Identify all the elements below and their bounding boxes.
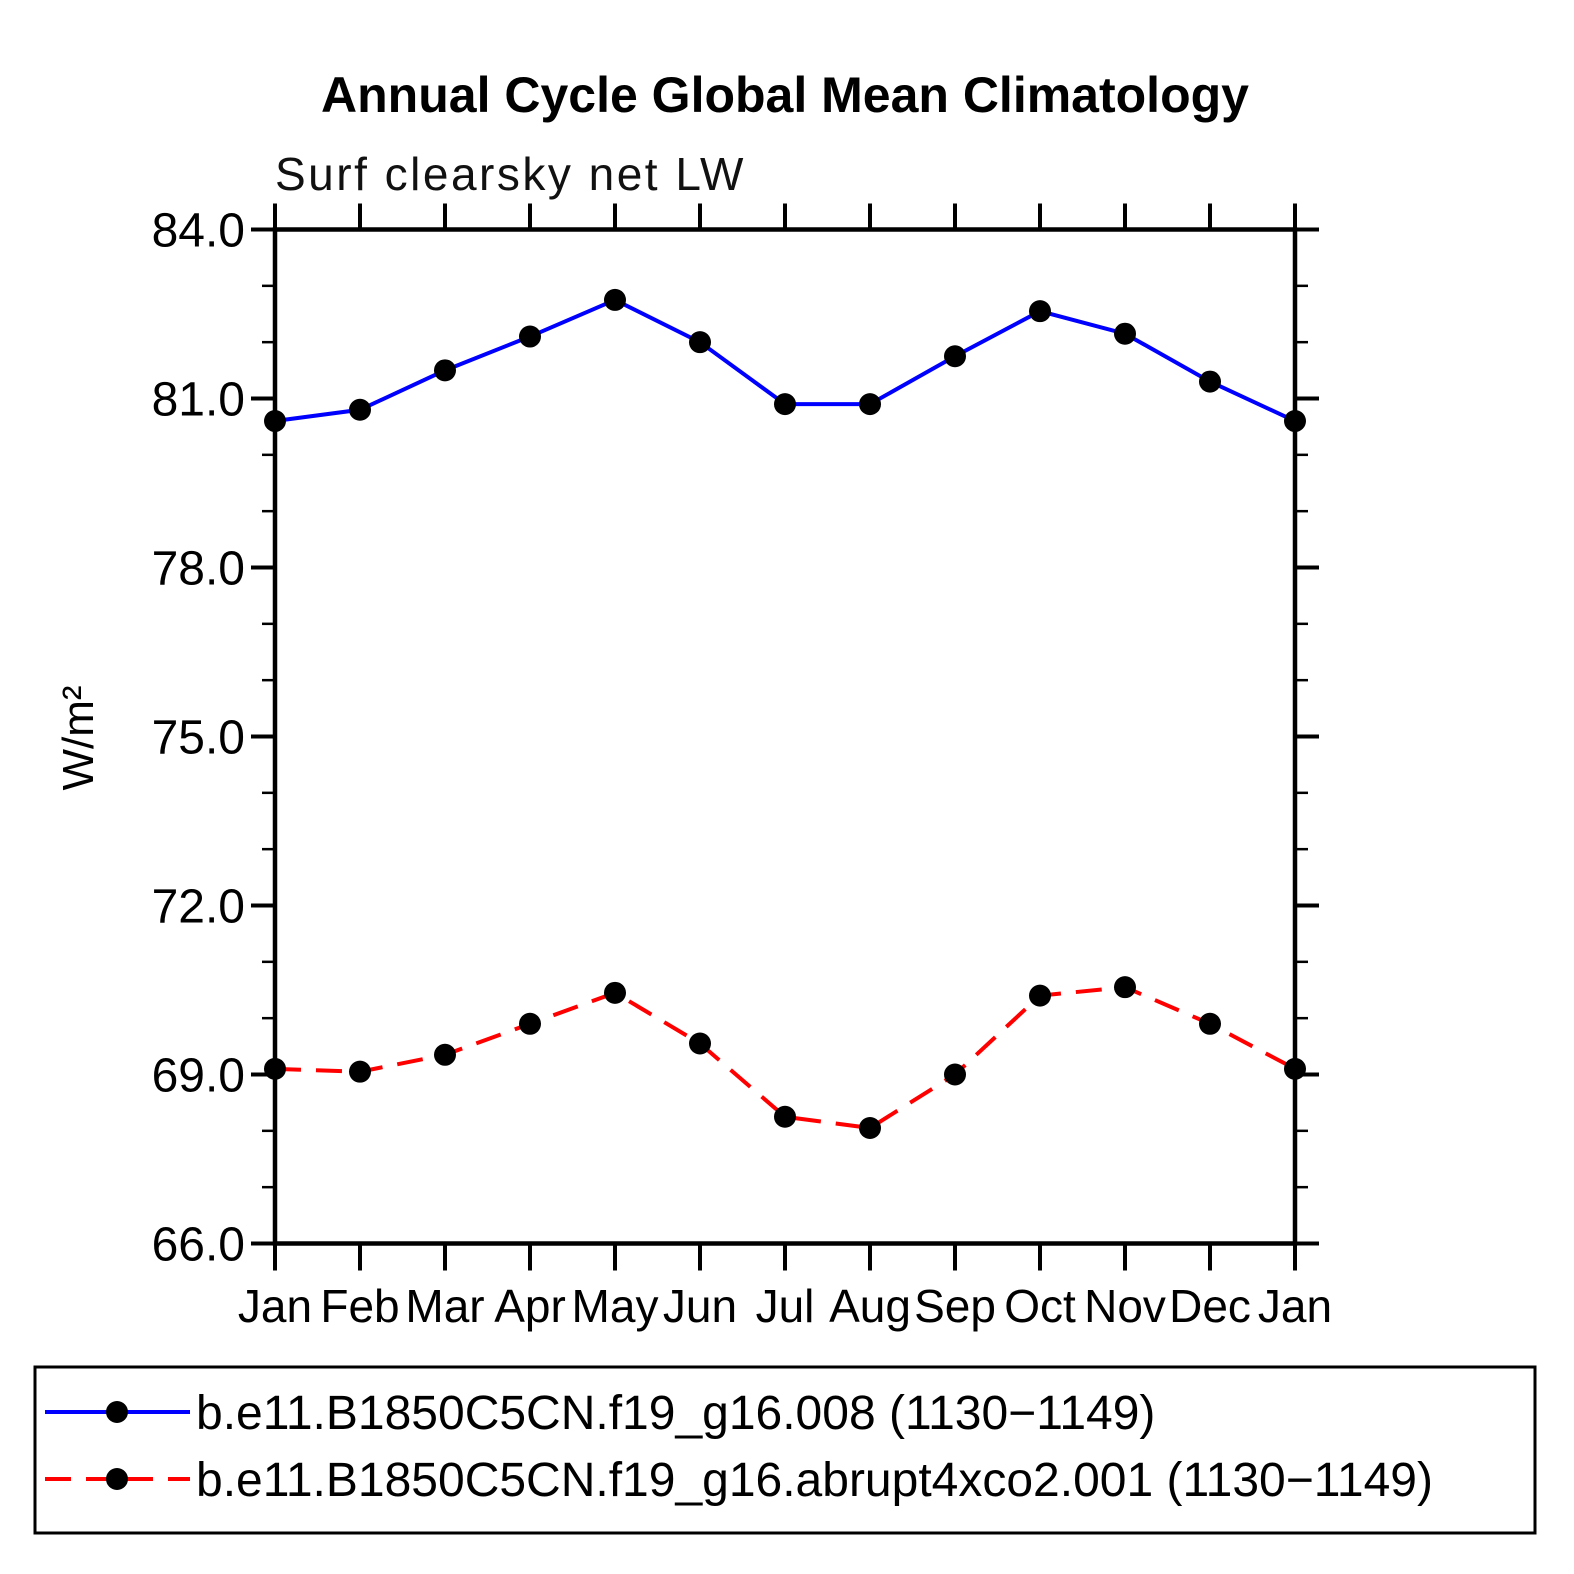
data-point-marker	[689, 1032, 711, 1055]
x-tick-label: Feb	[320, 1280, 399, 1332]
legend-marker-dot	[106, 1401, 128, 1423]
y-tick-label: 81.0	[152, 374, 245, 427]
data-point-marker	[1284, 410, 1306, 433]
data-point-marker	[519, 325, 541, 348]
data-point-marker	[1114, 322, 1136, 345]
data-point-marker	[1029, 300, 1051, 323]
chart-title: Annual Cycle Global Mean Climatology	[321, 67, 1249, 123]
x-tick-label: Mar	[405, 1280, 484, 1332]
data-point-marker	[944, 1063, 966, 1086]
data-point-marker	[264, 410, 286, 433]
y-axis-label: W/m²	[54, 685, 103, 790]
data-point-marker	[604, 288, 626, 311]
data-point-marker	[1114, 976, 1136, 999]
x-tick-label: Jan	[1258, 1280, 1332, 1332]
legend: b.e11.B1850C5CN.f19_g16.008 (1130−1149) …	[33, 1365, 1537, 1535]
y-tick-label: 78.0	[152, 543, 245, 596]
data-point-marker	[604, 981, 626, 1004]
x-tick-label: Jul	[756, 1280, 815, 1332]
y-tick-label: 69.0	[152, 1050, 245, 1103]
x-tick-label: Jun	[663, 1280, 737, 1332]
data-point-marker	[434, 1043, 456, 1066]
data-point-marker	[774, 1105, 796, 1128]
data-point-marker	[1199, 1012, 1221, 1035]
data-point-marker	[349, 1060, 371, 1083]
data-point-marker	[264, 1057, 286, 1080]
data-point-marker	[689, 331, 711, 354]
y-tick-label: 84.0	[152, 205, 245, 258]
series-layer	[264, 288, 1306, 1140]
legend-entry-control: b.e11.B1850C5CN.f19_g16.008 (1130−1149)	[45, 1387, 1155, 1440]
data-point-marker	[944, 345, 966, 368]
legend-entry-abrupt4xco2: b.e11.B1850C5CN.f19_g16.abrupt4xco2.001 …	[45, 1454, 1433, 1507]
x-tick-label: Nov	[1084, 1280, 1166, 1332]
data-point-marker	[1199, 370, 1221, 393]
x-tick-label: Dec	[1169, 1280, 1251, 1332]
data-point-marker	[774, 393, 796, 416]
x-tick-label: May	[572, 1280, 659, 1332]
legend-box	[33, 1365, 1537, 1535]
legend-label-control: b.e11.B1850C5CN.f19_g16.008 (1130−1149)	[196, 1387, 1155, 1440]
chart-subtitle: Surf clearsky net LW	[275, 148, 746, 200]
x-tick-label: Jan	[238, 1280, 312, 1332]
data-point-marker	[1029, 984, 1051, 1007]
y-tick-label: 66.0	[152, 1219, 245, 1272]
x-tick-label: Aug	[829, 1280, 911, 1332]
x-tick-label: Apr	[494, 1280, 566, 1332]
plot-frame	[272, 227, 1298, 1246]
data-point-marker	[434, 359, 456, 382]
y-tick-label: 75.0	[152, 712, 245, 765]
data-point-marker	[519, 1012, 541, 1035]
x-tick-label: Oct	[1004, 1280, 1076, 1332]
y-tick-label: 72.0	[152, 881, 245, 934]
legend-marker-dot	[106, 1468, 128, 1490]
x-tick-label: Sep	[914, 1280, 996, 1332]
data-point-marker	[859, 1117, 881, 1140]
data-point-marker	[349, 398, 371, 421]
data-point-marker	[859, 393, 881, 416]
legend-label-abrupt4xco2: b.e11.B1850C5CN.f19_g16.abrupt4xco2.001 …	[196, 1454, 1433, 1507]
data-point-marker	[1284, 1057, 1306, 1080]
